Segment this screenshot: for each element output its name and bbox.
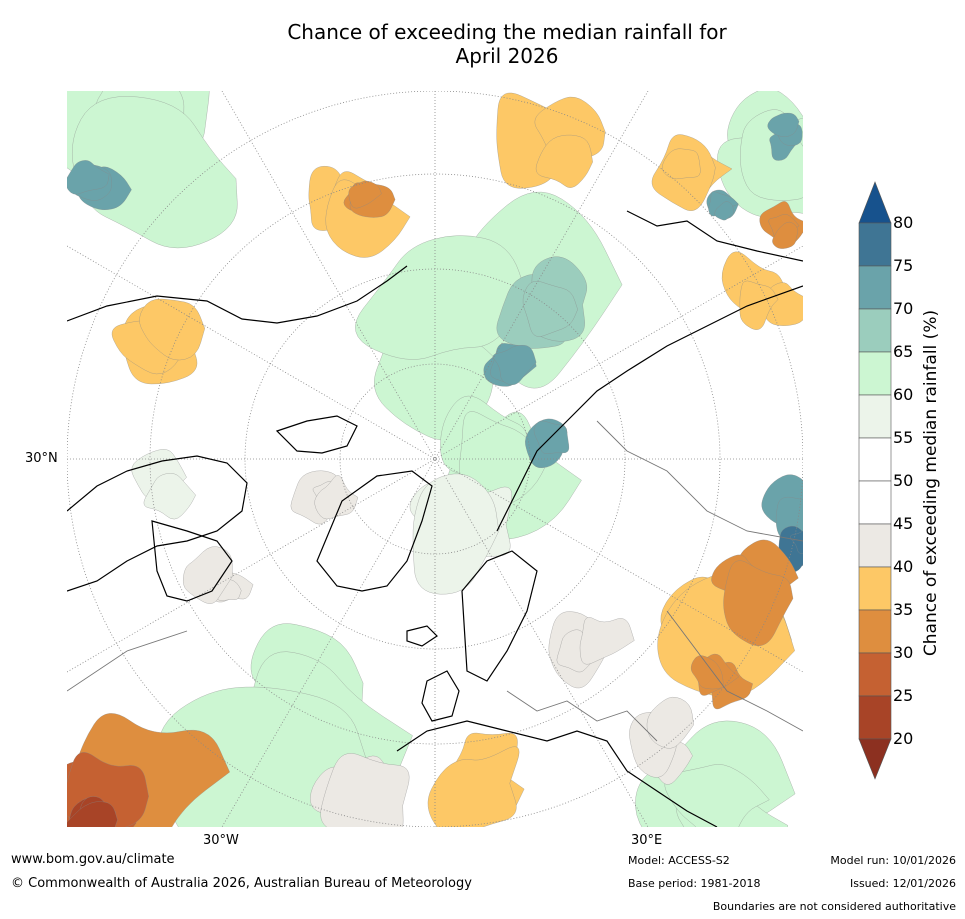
colorbar-band-50-55 (858, 437, 892, 482)
coastline-british-isles (421, 670, 460, 722)
graticule (67, 91, 803, 827)
colorbar-band-75-80 (858, 222, 892, 267)
border-usa-canada (67, 630, 188, 692)
colorbar-band-70-75 (858, 265, 892, 310)
graticule-lat-45n (149, 173, 721, 745)
colorbar-band-60-65 (858, 351, 892, 396)
footer-model: Model: ACCESS-S2 (628, 854, 730, 867)
contour-neutral-32-2 (320, 753, 410, 827)
colorbar-tick-45: 45 (893, 514, 914, 533)
colorbar-tick-40: 40 (893, 557, 914, 576)
coastline-north-america-pacific (67, 265, 408, 324)
colorbar-band-45-50 (858, 480, 892, 525)
lon-label-30e: 30°E (631, 833, 663, 848)
graticule-lon-60e (67, 245, 803, 673)
probability-contours (67, 91, 803, 827)
colorbar-tick-75: 75 (893, 256, 914, 275)
contour-dry-20-2 (723, 560, 794, 646)
contour-dry-26-2 (67, 801, 118, 827)
coastline-siberia (496, 285, 803, 532)
colorbar-band-65-70 (858, 308, 892, 353)
coastline-arctic-islands (275, 415, 358, 454)
colorbar-tick-70: 70 (893, 299, 914, 318)
contour-dry-18-2 (139, 298, 205, 361)
colorbar-tick-25: 25 (893, 686, 914, 705)
border-russia-kazakhstan (596, 420, 803, 542)
colorbar-under-arrow (858, 738, 892, 780)
lon-label-30w: 30°W (203, 833, 239, 848)
footer-copyright: © Commonwealth of Australia 2026, Austra… (11, 876, 472, 891)
contour-dry-16-2 (535, 134, 593, 188)
contour-dry-27-2 (348, 180, 382, 209)
coastline-hudson-bay (151, 520, 233, 602)
contour-dry-23-2 (739, 280, 779, 330)
map-title-line-2: April 2026 (455, 44, 559, 68)
coastline-bering (626, 210, 803, 262)
colorbar (858, 181, 892, 780)
contour-neutral-33-2 (579, 617, 635, 665)
colorbar-band-30-35 (858, 609, 892, 654)
border-central-asia (666, 610, 803, 732)
footer-model-run: Model run: 10/01/2026 (830, 854, 956, 867)
colorbar-tick-55: 55 (893, 428, 914, 447)
colorbar-tick-65: 65 (893, 342, 914, 361)
contour-wet-10-2 (790, 530, 803, 554)
colorbar-title: Chance of exceeding median rainfall (%) (921, 309, 941, 657)
colorbar-tick-60: 60 (893, 385, 914, 404)
colorbar-band-20-25 (858, 695, 892, 740)
contour-neutral-29-2 (314, 475, 359, 520)
contour-wet-11-2 (492, 345, 537, 386)
contour-wet-1-2 (459, 411, 550, 508)
graticule-lon-30w (221, 91, 649, 827)
colorbar-band-40-45 (858, 523, 892, 568)
colorbar-band-35-40 (858, 566, 892, 611)
contour-dry-17-2 (662, 148, 701, 180)
colorbar-over-arrow (858, 181, 892, 224)
footer-disclaimer: Boundaries are not considered authoritat… (712, 900, 956, 913)
contour-wet-12-2 (67, 160, 110, 195)
colorbar-tick-20: 20 (893, 729, 914, 748)
contour-dry-22-2 (690, 655, 724, 690)
graticule-lon-30e (221, 91, 649, 827)
coastline-iceland (406, 625, 438, 647)
map-canvas (67, 91, 803, 827)
border-europe (506, 690, 658, 742)
graticule-lon-60w (67, 245, 803, 673)
lat-label-30n: 30°N (25, 451, 58, 466)
country-borders (67, 420, 803, 742)
colorbar-band-25-30 (858, 652, 892, 697)
map-title-line-1: Chance of exceeding the median rainfall … (287, 20, 727, 44)
map-title: Chance of exceeding the median rainfall … (0, 20, 965, 68)
contour-neutral-30-2 (646, 696, 694, 749)
colorbar-tick-80: 80 (893, 213, 914, 232)
colorbar-tick-35: 35 (893, 600, 914, 619)
contour-dry-28-2 (772, 221, 799, 249)
colorbar-tick-50: 50 (893, 471, 914, 490)
coastline-greenland (316, 470, 433, 592)
contour-dry-21-2 (427, 746, 520, 827)
rainfall-probability-map (67, 91, 803, 827)
coastline-canada-arctic (67, 455, 248, 592)
colorbar-band-55-60 (858, 394, 892, 439)
contour-wet-34-2 (143, 473, 196, 520)
footer-issued: Issued: 12/01/2026 (849, 877, 956, 890)
coastlines (67, 210, 803, 827)
contour-wet-0-2 (355, 235, 529, 360)
contour-wet-13-2 (767, 112, 800, 137)
colorbar-tick-30: 30 (893, 643, 914, 662)
footer-base-period: Base period: 1981-2018 (628, 877, 761, 890)
coastline-scandinavia (461, 550, 538, 682)
contour-wet-14-2 (714, 201, 734, 221)
coastline-europe-mediterranean (396, 720, 718, 827)
contour-wet-6-2 (664, 764, 770, 827)
footer-website: www.bom.gov.au/climate (11, 852, 175, 867)
contour-neutral-31-2 (183, 546, 233, 604)
